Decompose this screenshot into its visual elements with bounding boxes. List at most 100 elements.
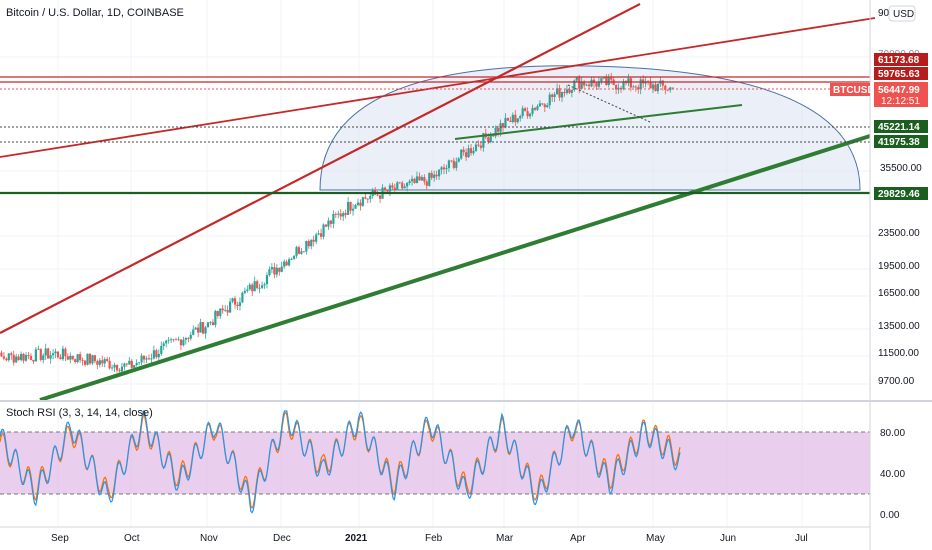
candle-body — [128, 360, 131, 365]
candle-body — [155, 350, 158, 358]
candle-body — [22, 353, 25, 361]
candle-body — [347, 202, 350, 215]
badge-text: 41975.38 — [878, 137, 920, 148]
candle-body — [59, 357, 62, 360]
candle-body — [91, 355, 94, 364]
candle-body — [487, 137, 490, 142]
candle-body — [472, 150, 475, 154]
candle-body — [278, 267, 281, 272]
candle-body — [425, 181, 428, 186]
candle-body — [184, 338, 187, 340]
candle-body — [654, 84, 657, 92]
time-label: 2021 — [345, 533, 368, 544]
red-trendline-steep[interactable] — [0, 3, 641, 334]
green-trendline-minor[interactable] — [454, 104, 743, 140]
top-price-partial: 90 — [878, 8, 890, 19]
candle-body — [10, 353, 13, 355]
candle-body — [521, 108, 524, 117]
candle-body — [165, 340, 168, 344]
candle-body — [509, 120, 512, 123]
time-label: May — [646, 533, 665, 544]
candle-body — [130, 360, 133, 368]
candle-body — [150, 358, 153, 360]
candle-body — [256, 281, 259, 289]
current-price-badge[interactable]: 56447.99 12:12:51 — [874, 82, 928, 107]
price-badge-61173[interactable]: 61173.68 — [874, 53, 928, 66]
time-label: Jun — [720, 533, 736, 544]
candle-body — [450, 160, 453, 162]
candle-body — [172, 339, 175, 341]
dome-arc-drawing[interactable] — [319, 65, 861, 191]
candle-body — [546, 105, 549, 108]
candle-body — [568, 89, 571, 93]
candle-body — [622, 81, 625, 90]
candle-body — [20, 353, 23, 360]
candle-body — [138, 362, 141, 364]
price-badge-41975[interactable]: 41975.38 — [874, 135, 928, 148]
candle-body — [54, 351, 57, 354]
current-price-text: 56447.99 — [878, 85, 920, 96]
candle-body — [324, 224, 328, 227]
candle-body — [265, 275, 269, 285]
price-badge-29829[interactable]: 29829.46 — [874, 187, 928, 200]
candle-body — [69, 355, 72, 360]
candle-body — [460, 149, 463, 159]
candle-body — [617, 87, 620, 90]
candle-body — [295, 247, 298, 256]
candle-body — [437, 169, 441, 177]
candle-body — [356, 202, 360, 206]
time-label: Nov — [200, 533, 218, 544]
candle-body — [5, 358, 8, 361]
dotted-trendline[interactable] — [567, 84, 651, 123]
candle-body — [551, 94, 554, 97]
candle-body — [642, 79, 645, 84]
green-trendline-major[interactable] — [39, 134, 871, 402]
candle-body — [651, 84, 655, 89]
candle-body — [64, 348, 67, 357]
candle-body — [307, 240, 310, 247]
candle-body — [152, 350, 155, 359]
candle-body — [118, 370, 121, 372]
countdown-text: 12:12:51 — [881, 96, 920, 107]
candle-body — [290, 258, 293, 260]
price-badge-45221[interactable]: 45221.14 — [874, 120, 928, 133]
candle-body — [415, 176, 419, 183]
stoch-rsi-k-line — [0, 410, 681, 514]
price-label: 35500.00 — [880, 163, 922, 174]
candle-body — [216, 310, 219, 317]
red-trendline-shallow[interactable] — [0, 17, 876, 158]
candle-body — [447, 160, 451, 169]
candle-body — [275, 267, 278, 275]
candle-body — [315, 234, 318, 242]
candle-body — [580, 81, 583, 89]
candle-body — [605, 77, 608, 86]
candle-body — [575, 77, 578, 81]
candle-body — [96, 361, 99, 365]
currency-button[interactable]: USD — [888, 5, 916, 22]
candle-body — [169, 339, 173, 341]
candle-body — [79, 354, 82, 361]
candle-body — [162, 343, 165, 346]
candle-body — [51, 353, 55, 356]
candle-body — [393, 187, 396, 190]
candle-body — [378, 195, 382, 199]
candle-body — [410, 178, 414, 182]
badge-text: 61173.68 — [878, 55, 920, 66]
candle-body — [113, 364, 116, 368]
candle-body — [455, 161, 458, 168]
symbol-badge[interactable]: BTCUSD — [830, 83, 875, 96]
candle-body — [386, 190, 389, 192]
candle-body — [418, 176, 421, 181]
candle-body — [334, 213, 337, 215]
candle-body — [565, 89, 569, 94]
candle-body — [602, 77, 605, 79]
candle-body — [524, 108, 527, 112]
candle-body — [369, 195, 372, 199]
candle-body — [489, 135, 492, 142]
candle-body — [238, 302, 242, 307]
candle-body — [420, 177, 423, 181]
candle-body — [506, 118, 510, 121]
price-badge-59765[interactable]: 59765.63 — [874, 67, 928, 80]
candle-body — [189, 334, 192, 339]
